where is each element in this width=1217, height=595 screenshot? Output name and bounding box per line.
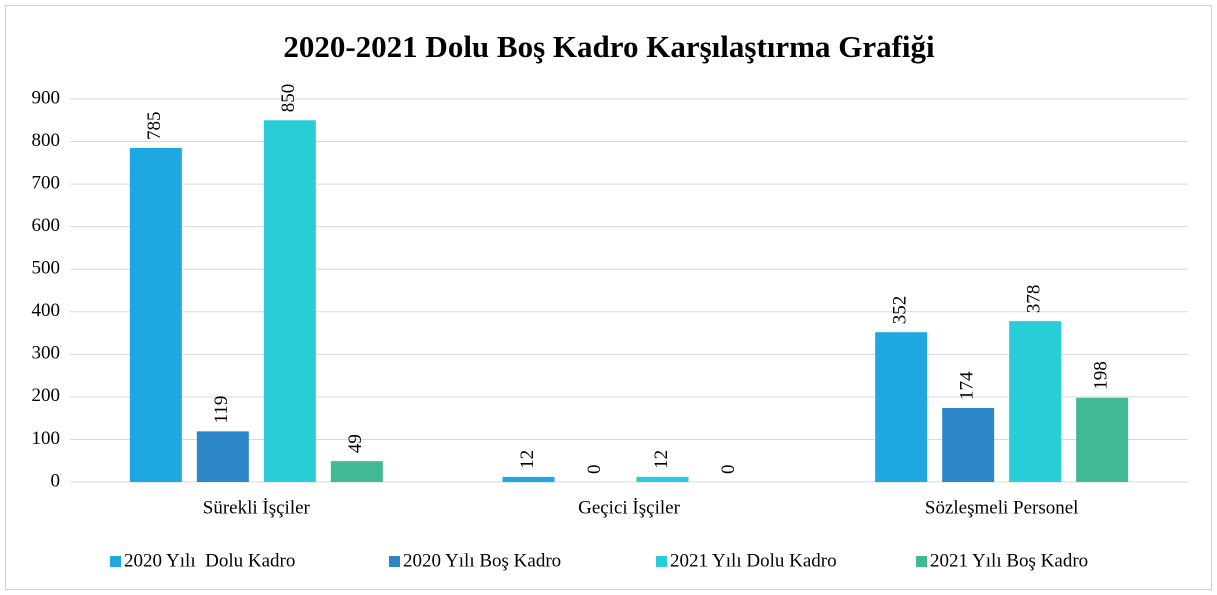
x-tick-label: Sürekli İşçiler — [203, 497, 311, 518]
y-tick-label: 300 — [32, 343, 61, 364]
value-label: 198 — [1091, 361, 1112, 390]
chart-border — [5, 5, 1212, 590]
y-tick-label: 0 — [51, 470, 61, 491]
y-tick-label: 400 — [32, 300, 61, 321]
y-tick-label: 800 — [32, 130, 61, 151]
bar — [263, 120, 316, 483]
bar — [502, 476, 555, 482]
bar — [196, 431, 249, 482]
y-tick-label: 600 — [32, 215, 61, 236]
y-tick-label: 700 — [32, 172, 61, 193]
chart-title: 2020-2021 Dolu Boş Kadro Karşılaştırma G… — [283, 29, 935, 64]
y-tick-label: 500 — [32, 258, 61, 279]
bar — [942, 407, 995, 482]
y-tick-label: 100 — [32, 428, 61, 449]
bar — [636, 476, 689, 482]
value-label: 49 — [345, 434, 366, 453]
value-label: 119 — [211, 396, 232, 424]
x-tick-label: Sözleşmeli Personel — [925, 497, 1079, 518]
value-label: 378 — [1024, 285, 1045, 314]
bar — [129, 147, 182, 482]
bar — [1076, 397, 1129, 482]
legend-swatch — [916, 556, 927, 567]
value-label: 0 — [584, 465, 605, 475]
legend-swatch — [389, 556, 400, 567]
value-label: 174 — [957, 371, 978, 400]
bar — [330, 461, 383, 482]
value-label: 850 — [278, 84, 299, 113]
bar — [875, 332, 928, 482]
legend-label: 2021 Yılı Dolu Kadro — [670, 550, 837, 571]
bar — [1009, 321, 1062, 482]
legend-swatch — [656, 556, 667, 567]
y-tick-label: 200 — [32, 385, 61, 406]
value-label: 0 — [718, 465, 739, 475]
value-label: 12 — [651, 450, 672, 469]
value-label: 12 — [517, 450, 538, 469]
legend-label: 2020 Yılı Dolu Kadro — [124, 550, 295, 571]
x-tick-label: Geçici İşçiler — [578, 497, 680, 518]
value-label: 785 — [144, 111, 165, 140]
legend-label: 2020 Yılı Boş Kadro — [403, 550, 561, 571]
value-label: 352 — [890, 296, 911, 325]
legend-label: 2021 Yılı Boş Kadro — [930, 550, 1088, 571]
y-tick-label: 900 — [32, 87, 61, 108]
legend-swatch — [110, 556, 121, 567]
